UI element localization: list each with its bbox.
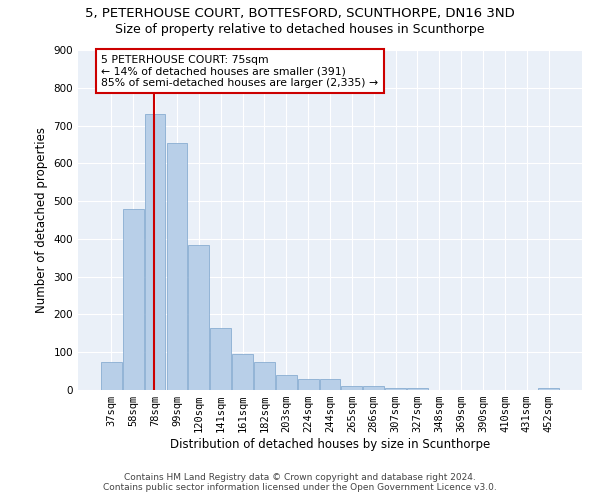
Bar	[167, 142, 187, 390]
Bar	[254, 362, 275, 390]
Bar	[538, 388, 559, 390]
Bar	[188, 244, 209, 390]
Bar	[298, 378, 319, 390]
Bar	[407, 388, 428, 390]
Bar	[385, 388, 406, 390]
X-axis label: Distribution of detached houses by size in Scunthorpe: Distribution of detached houses by size …	[170, 438, 490, 451]
Text: Size of property relative to detached houses in Scunthorpe: Size of property relative to detached ho…	[115, 22, 485, 36]
Bar	[123, 208, 143, 390]
Text: Contains HM Land Registry data © Crown copyright and database right 2024.
Contai: Contains HM Land Registry data © Crown c…	[103, 473, 497, 492]
Text: 5, PETERHOUSE COURT, BOTTESFORD, SCUNTHORPE, DN16 3ND: 5, PETERHOUSE COURT, BOTTESFORD, SCUNTHO…	[85, 8, 515, 20]
Bar	[320, 378, 340, 390]
Bar	[364, 386, 384, 390]
Y-axis label: Number of detached properties: Number of detached properties	[35, 127, 48, 313]
Bar	[101, 362, 122, 390]
Bar	[145, 114, 166, 390]
Bar	[276, 375, 296, 390]
Bar	[232, 354, 253, 390]
Text: 5 PETERHOUSE COURT: 75sqm
← 14% of detached houses are smaller (391)
85% of semi: 5 PETERHOUSE COURT: 75sqm ← 14% of detac…	[101, 54, 379, 88]
Bar	[341, 386, 362, 390]
Bar	[210, 328, 231, 390]
